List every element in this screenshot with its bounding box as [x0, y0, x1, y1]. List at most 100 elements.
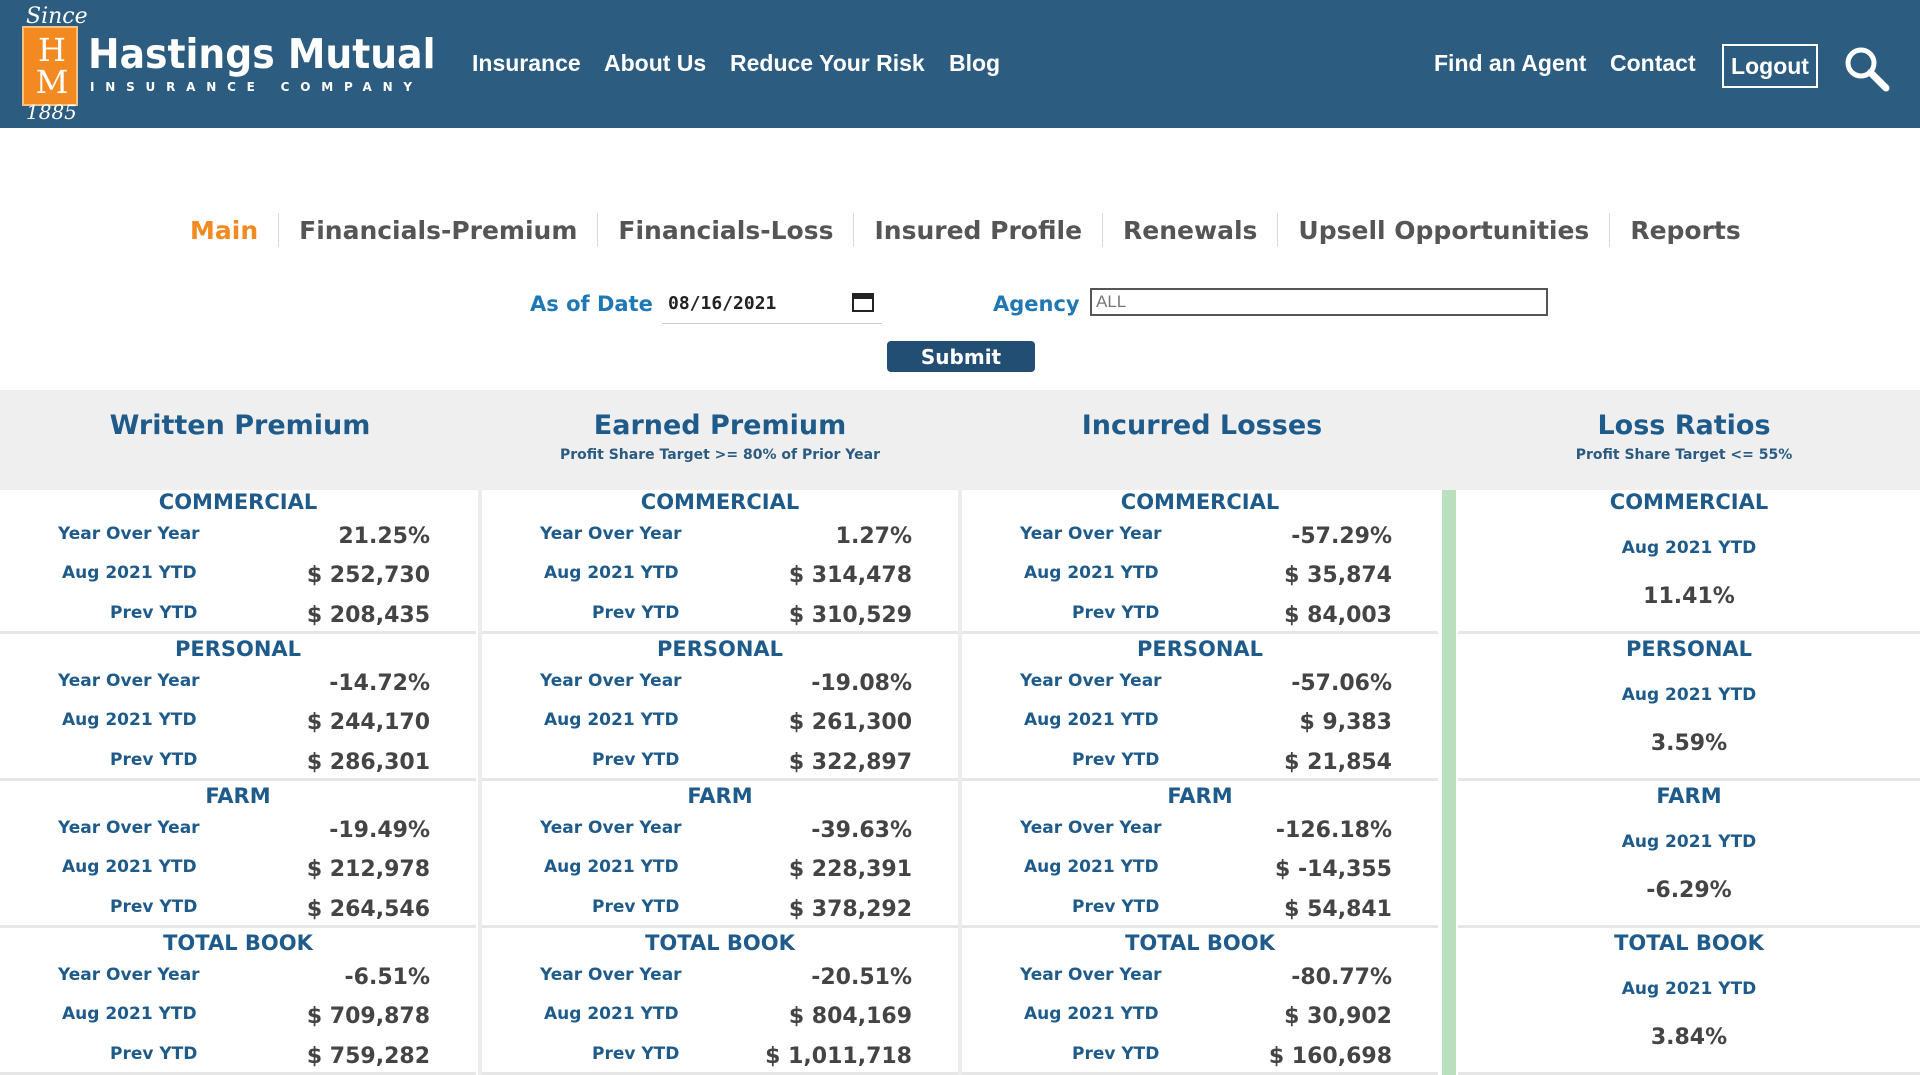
ytd-label: Aug 2021 YTD	[544, 857, 679, 877]
as-of-date-label: As of Date	[530, 292, 653, 316]
tab-insured-profile[interactable]: Insured Profile	[874, 215, 1083, 245]
incurred-losses-title: Incurred Losses	[1081, 410, 1323, 441]
company-name: Hastings Mutual	[88, 30, 436, 78]
written-premium-header: Written Premium	[0, 410, 480, 441]
loss-ratio-divider	[1442, 490, 1456, 1075]
earned-premium-commercial-card: COMMERCIAL Year Over Year 1.27% Aug 2021 YT…	[482, 490, 958, 634]
prev-ytd-label: Prev YTD	[592, 603, 680, 623]
ytd-value: $ 30,902	[1284, 1004, 1392, 1029]
ytd-label: Aug 2021 YTD	[62, 563, 197, 583]
prev-ytd-value: $ 54,841	[1284, 897, 1392, 922]
as-of-date-input[interactable]	[662, 284, 882, 324]
nav-insurance-link[interactable]: Insurance	[472, 50, 581, 76]
incurred-losses-personal-card: PERSONAL Year Over Year -57.06% Aug 2021 YT…	[962, 637, 1438, 781]
logo-letter-m: M	[35, 63, 69, 101]
loss-ratios-header: Loss Ratios Profit Share Target <= 55%	[1444, 410, 1920, 463]
tab-financials-premium[interactable]: Financials-Premium	[299, 215, 578, 245]
section-title: FARM	[1656, 784, 1722, 808]
nav-reduce-your-risk-link[interactable]: Reduce Your Risk	[730, 50, 925, 76]
prev-ytd-value: $ 21,854	[1284, 750, 1392, 775]
ytd-value: $ 9,383	[1299, 710, 1392, 735]
loss-ratios-title: Loss Ratios	[1597, 410, 1771, 441]
prev-ytd-value: $ 378,292	[788, 897, 912, 922]
ytd-value: $ 212,978	[306, 857, 430, 882]
section-title: TOTAL BOOK	[1125, 931, 1275, 955]
tab-reports[interactable]: Reports	[1630, 215, 1741, 245]
section-title: TOTAL BOOK	[163, 931, 313, 955]
prev-ytd-label: Prev YTD	[1072, 897, 1160, 917]
prev-ytd-value: $ 208,435	[306, 603, 430, 628]
tab-financials-loss[interactable]: Financials-Loss	[618, 215, 834, 245]
ytd-value: $ 228,391	[788, 857, 912, 882]
ytd-value: $ 709,878	[306, 1004, 430, 1029]
prev-ytd-label: Prev YTD	[110, 750, 198, 770]
agency-input[interactable]	[1090, 288, 1548, 316]
section-title: COMMERCIAL	[640, 490, 800, 514]
loss-ratios-target: Profit Share Target <= 55%	[1575, 447, 1793, 463]
ytd-label: Aug 2021 YTD	[62, 1004, 197, 1024]
section-title: TOTAL BOOK	[1614, 931, 1764, 955]
tab-upsell-opportunities[interactable]: Upsell Opportunities	[1298, 215, 1590, 245]
year-over-year-value: -19.49%	[329, 818, 430, 843]
search-icon[interactable]	[1842, 44, 1890, 92]
earned-premium-header: Earned Premium Profit Share Target >= 80…	[480, 410, 960, 463]
prev-ytd-label: Prev YTD	[1072, 603, 1160, 623]
logo-badge: H M	[22, 26, 78, 106]
incurred-losses-total-book-card: TOTAL BOOK Year Over Year -80.77% Aug 2021 …	[962, 931, 1438, 1075]
year-over-year-value: 21.25%	[338, 524, 430, 549]
incurred-losses-farm-card: FARM Year Over Year -126.18% Aug 2021 YTD $ …	[962, 784, 1438, 928]
agency-label: Agency	[993, 292, 1080, 316]
year-over-year-label: Year Over Year	[58, 671, 200, 691]
ytd-value: $ 252,730	[306, 563, 430, 588]
logout-button[interactable]: Logout	[1722, 44, 1818, 88]
year-over-year-value: -6.51%	[344, 965, 430, 990]
written-premium-farm-card: FARM Year Over Year -19.49% Aug 2021 YTD $ 2…	[0, 784, 476, 928]
ytd-label: Aug 2021 YTD	[544, 563, 679, 583]
ytd-label: Aug 2021 YTD	[1621, 685, 1757, 705]
tab-divider	[278, 213, 280, 247]
contact-link[interactable]: Contact	[1610, 50, 1696, 76]
earned-premium-personal-card: PERSONAL Year Over Year -19.08% Aug 2021 YT…	[482, 637, 958, 781]
nav-blog-link[interactable]: Blog	[949, 50, 1001, 76]
column-divider	[478, 490, 482, 1075]
year-over-year-label: Year Over Year	[58, 965, 200, 985]
prev-ytd-label: Prev YTD	[592, 750, 680, 770]
earned-premium-farm-card: FARM Year Over Year -39.63% Aug 2021 YTD $ 2…	[482, 784, 958, 928]
tab-divider	[1609, 213, 1611, 247]
prev-ytd-value: $ 264,546	[306, 897, 430, 922]
ytd-label: Aug 2021 YTD	[1621, 538, 1757, 558]
year-over-year-label: Year Over Year	[1020, 965, 1162, 985]
logo-since-text: Since	[26, 4, 88, 29]
year-over-year-value: -57.29%	[1291, 524, 1392, 549]
prev-ytd-value: $ 286,301	[306, 750, 430, 775]
tab-divider	[1277, 213, 1279, 247]
nav-about-us-link[interactable]: About Us	[604, 50, 707, 76]
written-premium-total-book-card: TOTAL BOOK Year Over Year -6.51% Aug 2021 Y…	[0, 931, 476, 1075]
section-title: FARM	[1167, 784, 1233, 808]
prev-ytd-value: $ 310,529	[788, 603, 912, 628]
earned-premium-target: Profit Share Target >= 80% of Prior Year	[559, 447, 881, 463]
written-premium-commercial-card: COMMERCIAL Year Over Year 21.25% Aug 2021 Y…	[0, 490, 476, 634]
company-subtitle: INSURANCE COMPANY	[90, 80, 423, 94]
prev-ytd-value: $ 160,698	[1268, 1044, 1392, 1069]
written-premium-title: Written Premium	[109, 410, 371, 441]
calendar-icon[interactable]	[852, 292, 874, 312]
section-title: COMMERCIAL	[1609, 490, 1769, 514]
section-title: PERSONAL	[1625, 637, 1753, 661]
year-over-year-value: -126.18%	[1275, 818, 1392, 843]
loss-ratio-total-book-card: TOTAL BOOK Aug 2021 YTD 3.84%	[1458, 931, 1920, 1075]
logo-year-text: 1885	[26, 100, 77, 124]
ytd-value: $ -14,355	[1275, 857, 1392, 882]
year-over-year-value: -20.51%	[811, 965, 912, 990]
prev-ytd-label: Prev YTD	[110, 1044, 198, 1064]
find-an-agent-link[interactable]: Find an Agent	[1434, 50, 1587, 76]
ytd-value: $ 314,478	[788, 563, 912, 588]
year-over-year-label: Year Over Year	[540, 818, 682, 838]
tab-renewals[interactable]: Renewals	[1123, 215, 1258, 245]
earned-premium-title: Earned Premium	[593, 410, 847, 441]
tab-main[interactable]: Main	[190, 215, 259, 245]
submit-button[interactable]: Submit	[887, 341, 1035, 372]
earned-premium-total-book-card: TOTAL BOOK Year Over Year -20.51% Aug 2021 …	[482, 931, 958, 1075]
loss-ratio-farm-card: FARM Aug 2021 YTD -6.29%	[1458, 784, 1920, 928]
ytd-label: Aug 2021 YTD	[1621, 832, 1757, 852]
